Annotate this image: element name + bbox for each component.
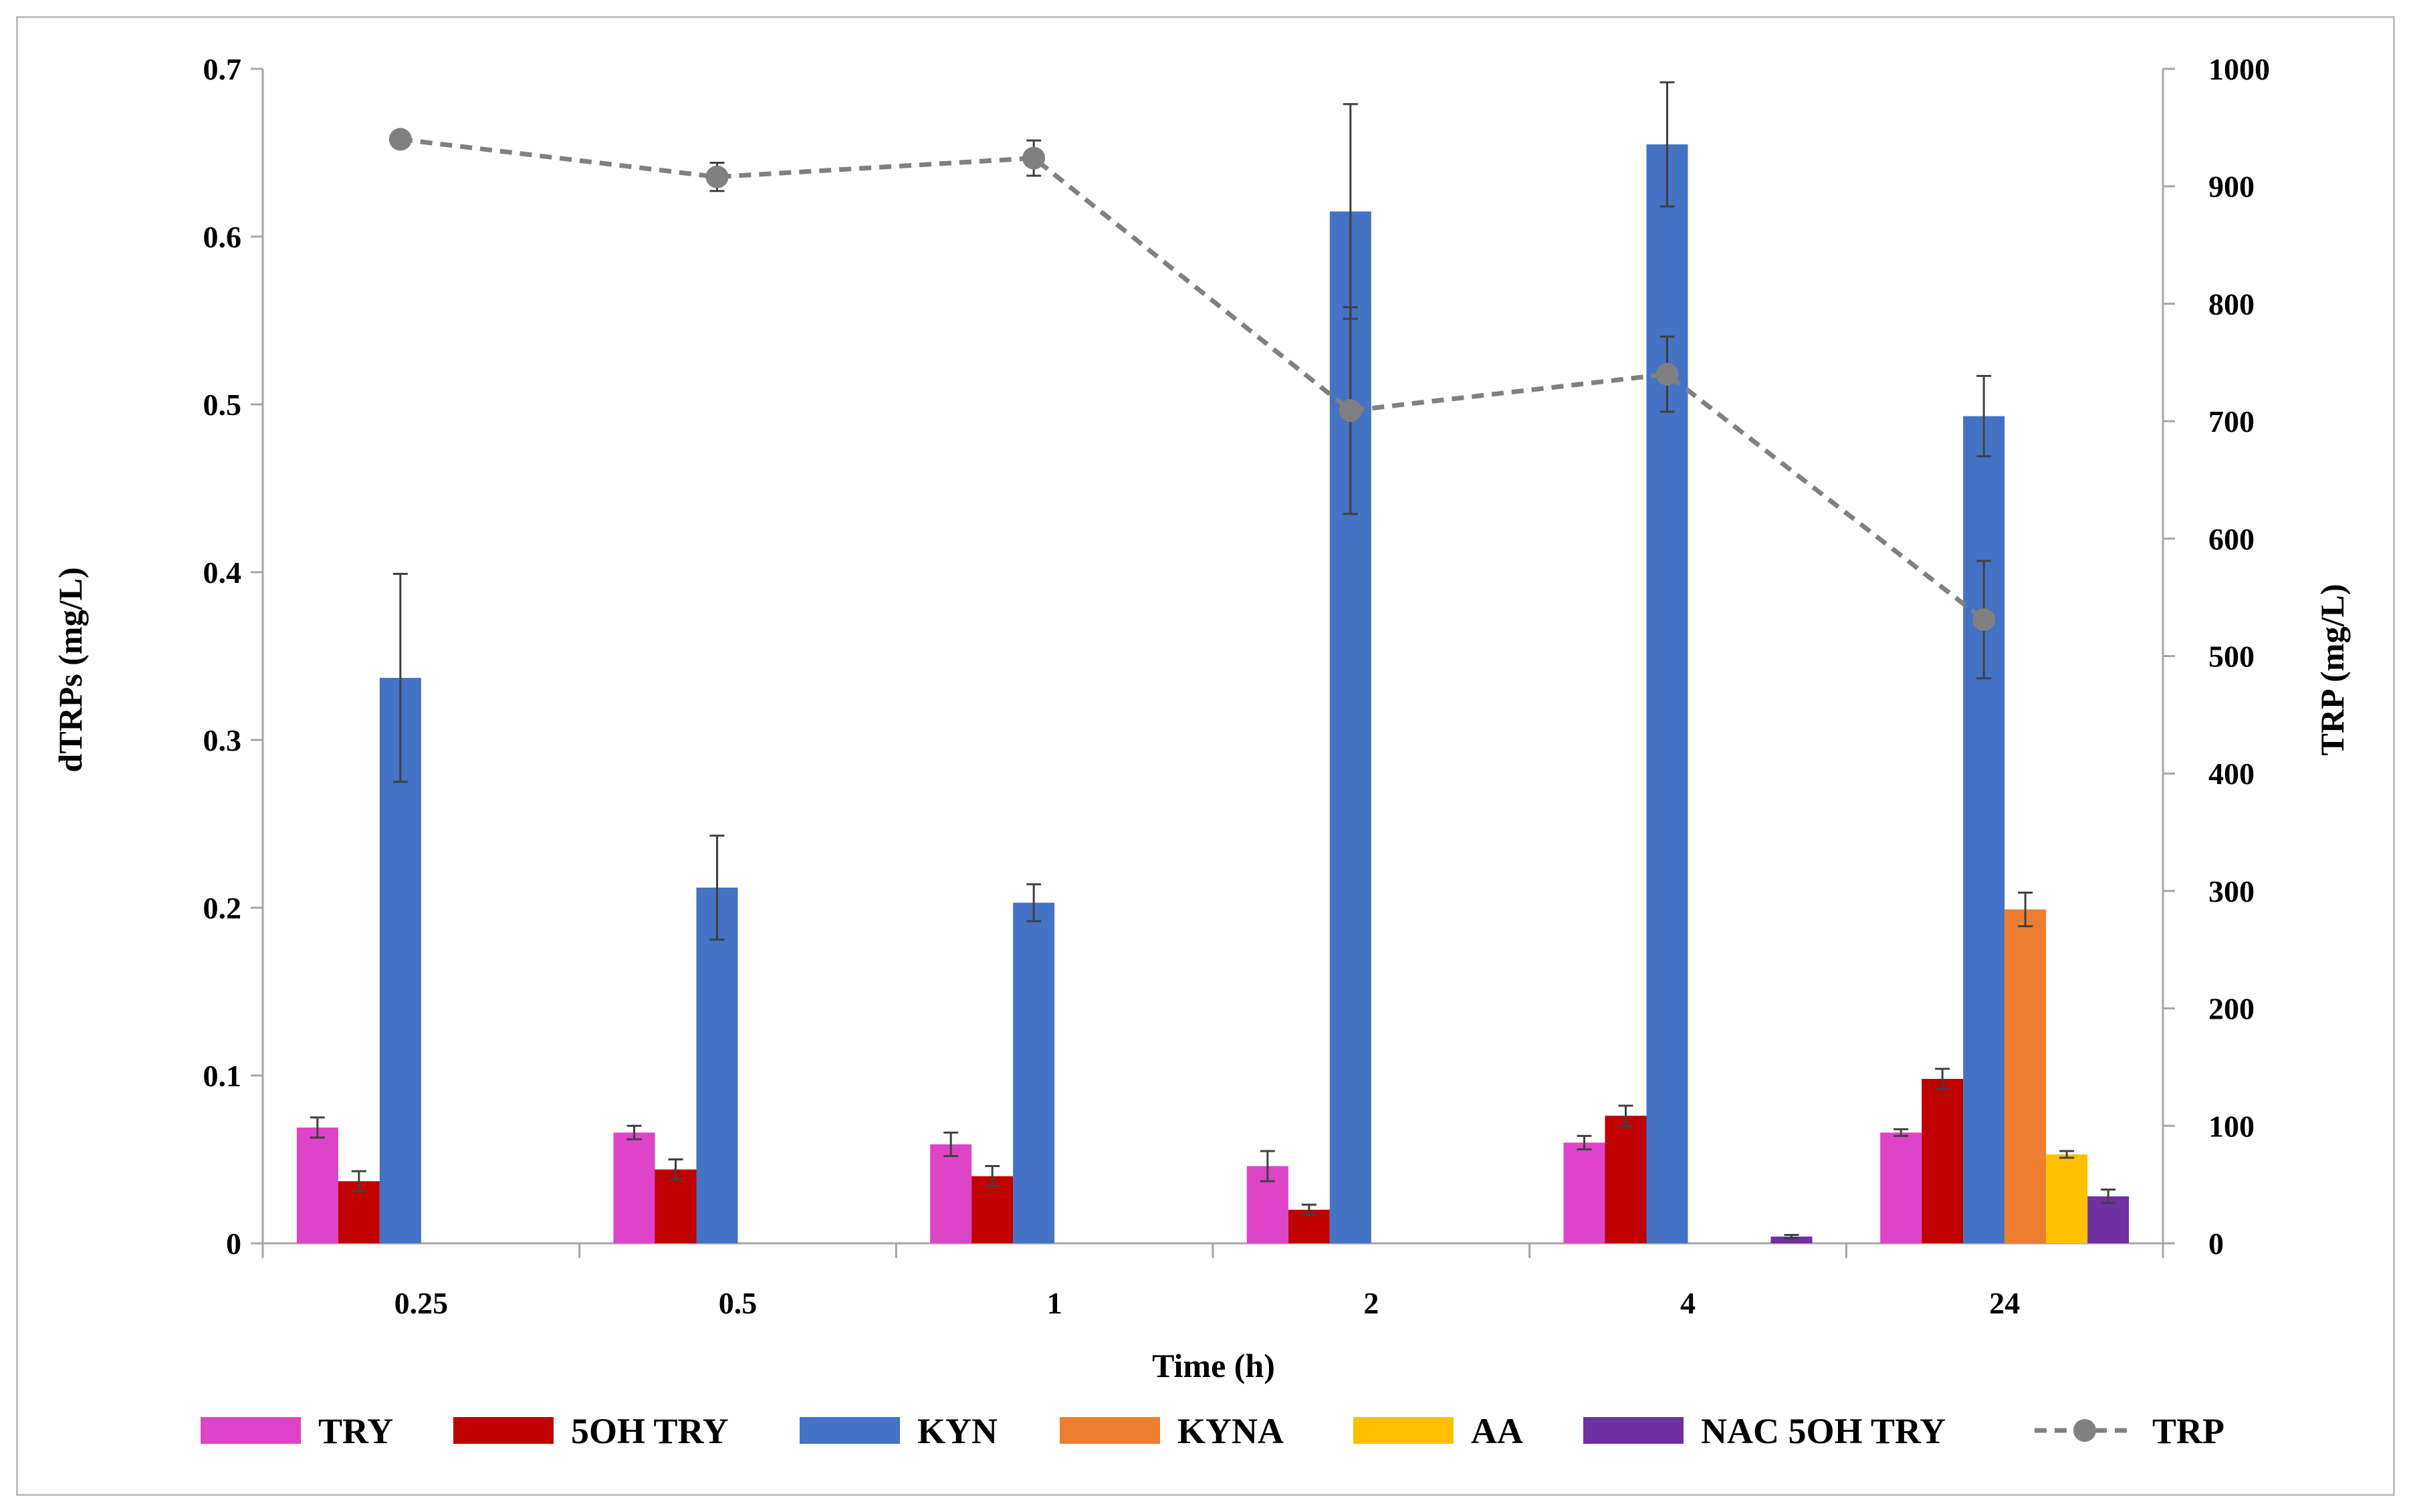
legend-5oh-try-swatch: [453, 1417, 554, 1444]
y2-tick-label: 500: [2208, 640, 2255, 674]
bar-kyna: [2004, 909, 2047, 1243]
legend-5oh-try-label: 5OH TRY: [571, 1411, 729, 1451]
bar-5oh-try: [971, 1176, 1014, 1243]
y2-tick-label: 600: [2208, 522, 2255, 556]
legend-trp-marker: [2073, 1419, 2096, 1442]
y-axis-title: dTRPs (mg/L): [51, 568, 89, 773]
legend-aa-swatch: [1353, 1417, 1454, 1444]
legend-kyn-label: KYN: [917, 1411, 998, 1451]
trp-line-layer: [388, 128, 1996, 680]
y-tick-label: 0.1: [203, 1059, 242, 1093]
bar-5oh-try: [1922, 1079, 1964, 1243]
trp-point: [388, 128, 412, 151]
x-tick-label: 24: [1989, 1286, 2020, 1320]
y2-tick-label: 0: [2208, 1227, 2224, 1261]
y2-axis-title: TRP (mg/L): [2313, 584, 2351, 756]
tick-labels-layer: 0 0.1 0.2 0.3 0.4 0.5 0.6 0.7 0 100 200 300 400 500 60…: [203, 52, 2271, 1320]
y-tick-label: 0: [226, 1227, 241, 1261]
y2-tick-label: 1000: [2208, 52, 2270, 86]
trp-point: [1972, 608, 1996, 632]
bar-try: [930, 1144, 972, 1243]
y2-tick-label: 100: [2208, 1109, 2255, 1143]
bar-try: [296, 1127, 338, 1243]
x-tick-label: 4: [1680, 1286, 1696, 1320]
x-tick-label: 2: [1363, 1286, 1379, 1320]
bar-try: [1563, 1142, 1605, 1243]
bar-kyn: [1963, 416, 2005, 1243]
legend-kyn-swatch: [800, 1417, 900, 1444]
legend: TRY 5OH TRY KYN KYNA AA NAC 5OH TRY TRP: [201, 1411, 2224, 1451]
legend-nac-5oh-try-label: NAC 5OH TRY: [1701, 1411, 1946, 1451]
trp-point: [1655, 362, 1679, 386]
legend-trp-label: TRP: [2152, 1411, 2224, 1451]
bar-aa: [2046, 1154, 2088, 1243]
legend-try-label: TRY: [318, 1411, 393, 1451]
trp-point: [1022, 146, 1046, 170]
bar-nac-5oh-try: [1770, 1236, 1813, 1243]
bars-layer: [296, 81, 2130, 1244]
y2-tick-label: 300: [2208, 874, 2255, 908]
y2-tick-label: 200: [2208, 992, 2255, 1026]
trp-line: [400, 136, 1986, 622]
x-tick-label: 0.25: [394, 1286, 449, 1320]
trp-point: [1339, 399, 1362, 422]
trp-point: [705, 165, 729, 188]
legend-try-swatch: [201, 1417, 301, 1444]
bar-try: [1880, 1132, 1922, 1243]
bar-5oh-try: [1605, 1116, 1647, 1243]
bar-nac-5oh-try: [2087, 1196, 2130, 1243]
y-tick-label: 0.2: [203, 891, 242, 925]
x-tick-label: 0.5: [719, 1286, 758, 1320]
axes-layer: [251, 68, 2175, 1258]
y2-tick-label: 900: [2208, 170, 2255, 204]
y-tick-label: 0.7: [203, 52, 242, 86]
bar-kyn: [1013, 902, 1055, 1243]
y-tick-label: 0.3: [203, 723, 242, 757]
bar-kyn: [1646, 144, 1688, 1244]
legend-aa-label: AA: [1471, 1411, 1523, 1451]
y2-tick-label: 800: [2208, 287, 2255, 321]
legend-nac-5oh-try-swatch: [1583, 1417, 1684, 1444]
legend-kyna-swatch: [1060, 1417, 1160, 1444]
y-tick-label: 0.6: [203, 220, 242, 254]
y-tick-label: 0.5: [203, 388, 242, 422]
legend-kyna-label: KYNA: [1177, 1411, 1284, 1451]
bar-kyn: [696, 887, 738, 1243]
bar-5oh-try: [655, 1169, 697, 1243]
y2-tick-label: 700: [2208, 404, 2255, 438]
y2-tick-label: 400: [2208, 757, 2255, 791]
bar-try: [613, 1132, 655, 1243]
y-tick-label: 0.4: [203, 555, 242, 590]
x-tick-label: 1: [1047, 1286, 1062, 1320]
x-axis-title: Time (h): [1152, 1347, 1275, 1384]
